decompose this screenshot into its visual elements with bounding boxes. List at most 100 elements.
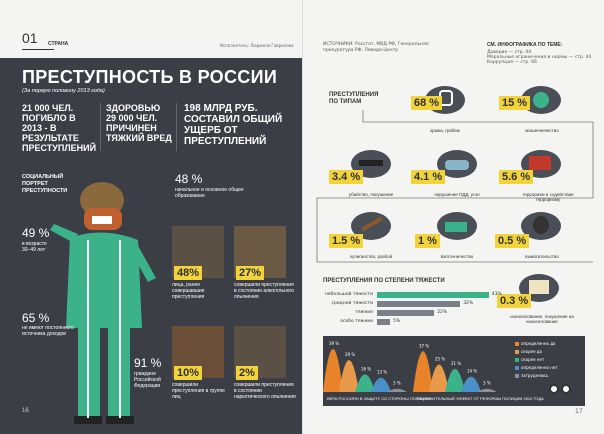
card-repeat-offenders-text: лица, ранее совершавшие преступления	[172, 282, 205, 300]
cloth-icon	[529, 280, 549, 294]
survey-value-label: 37 %	[419, 343, 429, 348]
types-title: ПРЕСТУПЛЕНИЯ ПО ТИПАМ	[329, 92, 379, 105]
legend-swatch	[515, 374, 519, 378]
legend-label: определенно да	[521, 341, 556, 346]
p91-value: 91 %	[134, 356, 162, 370]
extortion-pct: 0.5 %	[495, 234, 530, 248]
survey-value-label: 29 %	[345, 352, 355, 357]
legend-label: затрудняюсь	[521, 373, 549, 378]
survey-mountain	[429, 364, 449, 392]
traffic-pct: 4.1 %	[411, 170, 446, 184]
see-also-item[interactable]: Моральные ограничения и нормы — стр. 44	[487, 55, 592, 60]
left-page: 01 СТРАНА Исполнитель: Людмила Гаврилова…	[0, 0, 302, 434]
fraud-pct: 15 %	[499, 96, 531, 110]
survey-value-label: 25 %	[435, 357, 445, 362]
severity-label: средней тяжести	[331, 301, 373, 306]
types-connector	[316, 110, 594, 263]
severity-bar	[377, 292, 489, 298]
hooligan-label: хулиганство, разбой	[349, 254, 393, 259]
survey-charts: 39 % 29 % 16 % 13 % 3 % 37 % 25 % 21 % 14 % 3 %	[323, 341, 497, 392]
page-number-right: 17	[575, 408, 583, 415]
survey-value-label: 3 %	[393, 381, 401, 386]
theft-label: кража, грабеж	[430, 128, 460, 133]
stat-damage: 198 МЛРД РУБ. СОСТАВИЛ ОБЩИЙ УЩЕРБ ОТ ПР…	[184, 103, 294, 147]
traffic-label: нарушение ПДД, угон	[434, 192, 480, 197]
survey-mountain	[355, 374, 375, 392]
see-also-box: СМ. ИНФОГРАФИКА ПО ТЕМЕ: Доверие — стр. …	[487, 42, 597, 65]
severity-bar	[377, 319, 390, 325]
card-group-text: совершили преступления в группе лиц	[172, 382, 225, 400]
stat-health-text: ЗДОРОВЬЮ 29 000 ЧЕЛ. ПРИЧИНЕН ТЯЖКИЙ ВРЕ…	[106, 103, 172, 143]
stat-deaths: 21 000 ЧЕЛ. ПОГИБЛО В 2013 - В РЕЗУЛЬТАТ…	[22, 103, 98, 153]
subheadline: (За первую половину 2013 года)	[22, 88, 105, 94]
severity-label: небольшой тяжести	[324, 292, 373, 297]
survey-mountain	[339, 360, 359, 392]
masked-face-icon	[533, 216, 549, 234]
headline: ПРЕСТУПНОСТЬ В РОССИИ	[22, 67, 278, 87]
stat-deaths-text: 21 000 ЧЕЛ. ПОГИБЛО В 2013 - В РЕЗУЛЬТАТ…	[22, 103, 97, 153]
see-also-item[interactable]: Доверие — стр. 44	[487, 50, 532, 55]
p49-value: 49 %	[22, 226, 50, 240]
legend-label: определенно нет	[521, 365, 558, 370]
severity-bar	[377, 310, 435, 316]
survey-mountain	[461, 376, 481, 392]
rape-label: изнасилование, покушение на изнасиловани…	[510, 314, 574, 324]
fraud-label: мошенничество	[525, 128, 559, 133]
card-alcohol-text: совершили преступления в состоянии алког…	[234, 282, 295, 300]
p91-text: граждане Российской Федерации	[134, 371, 161, 389]
p48-text: начальное и основное общее образование	[175, 187, 244, 199]
survey-value-label: 16 %	[361, 366, 371, 371]
author-credit: Исполнитель: Людмила Гаврилова	[220, 43, 294, 48]
rape-pct: 0.3 %	[497, 294, 532, 308]
severity-value: 22%	[437, 310, 448, 315]
severity-value: 32%	[463, 301, 474, 306]
dynamite-icon	[529, 156, 551, 170]
card-drugs-text: совершили преступления в состоянии нарко…	[234, 382, 296, 400]
page-number-left: 16	[22, 408, 29, 414]
source-text: ИСТОЧНИКИ: Росстат, МВД РФ, Генеральная …	[323, 42, 443, 53]
terror-pct: 5.6 %	[499, 170, 534, 184]
section-number: 01	[22, 30, 38, 46]
murder-label: убийство, покушение	[348, 192, 394, 197]
terror-label: терроризм и содействие терроризму	[522, 192, 574, 202]
murder-pct: 3.4 %	[329, 170, 364, 184]
gun-icon	[359, 160, 383, 166]
theft-pct: 68 %	[411, 96, 443, 110]
survey-mountain	[445, 368, 465, 392]
severity-title: ПРЕСТУПЛЕНИЯ ПО СТЕПЕНИ ТЯЖЕСТИ	[323, 278, 445, 284]
legend-label: скорее нет	[521, 357, 545, 362]
bribe-pct: 1 %	[415, 234, 440, 248]
severity-bar	[377, 301, 461, 307]
source-label: ИСТОЧНИКИ: Росстат, МВД РФ, Генеральная …	[323, 42, 429, 53]
extortion-label: вымогательство	[525, 254, 559, 259]
chart-left-caption: ВЕРА РОССИЯН В ЗАЩИТУ СО СТОРОНЫ ПОЛИЦИИ	[327, 396, 430, 401]
section-header: 01	[22, 28, 82, 50]
severity-label: тяжкие	[355, 310, 373, 315]
p65-value: 65 %	[22, 311, 50, 325]
car-icon	[445, 160, 469, 170]
severity-value: 5%	[393, 319, 401, 324]
severity-label: особо тяжкие	[340, 319, 373, 324]
card-drugs-pct: 2%	[236, 366, 258, 380]
right-page: ИСТОЧНИКИ: Росстат, МВД РФ, Генеральная …	[302, 0, 604, 434]
survey-mountain	[371, 377, 391, 392]
survey-mountain	[323, 349, 343, 392]
card-repeat-offenders-pct: 48%	[174, 266, 203, 280]
portrait-title: СОЦИАЛЬНЫЙ ПОРТРЕТ ПРЕСТУПНОСТИ	[22, 174, 68, 194]
see-also-item[interactable]: Коррупция — стр. 66	[487, 60, 537, 65]
card-alcohol-pct: 27%	[236, 266, 265, 280]
survey-value-label: 13 %	[377, 370, 387, 375]
chart-right-caption: ПОЛОЖИТЕЛЬНЫЙ ЭФФЕКТ ОТ РЕФОРМЫ ПОЛИЦИИ …	[417, 396, 544, 401]
severity-value: 43%	[491, 292, 502, 297]
legend-swatch	[515, 358, 519, 362]
p48-value: 48 %	[175, 172, 203, 186]
see-also-title: СМ. ИНФОГРАФИКА ПО ТЕМЕ:	[487, 42, 563, 48]
survey-value-label: 39 %	[329, 341, 339, 346]
legend-swatch	[515, 366, 519, 370]
bribe-label: взяточничество	[440, 254, 474, 259]
survey-value-label: 14 %	[467, 369, 477, 374]
section-title: СТРАНА	[48, 41, 69, 47]
survey-mountain	[387, 388, 407, 392]
legend-swatch	[515, 342, 519, 346]
legend-swatch	[515, 350, 519, 354]
